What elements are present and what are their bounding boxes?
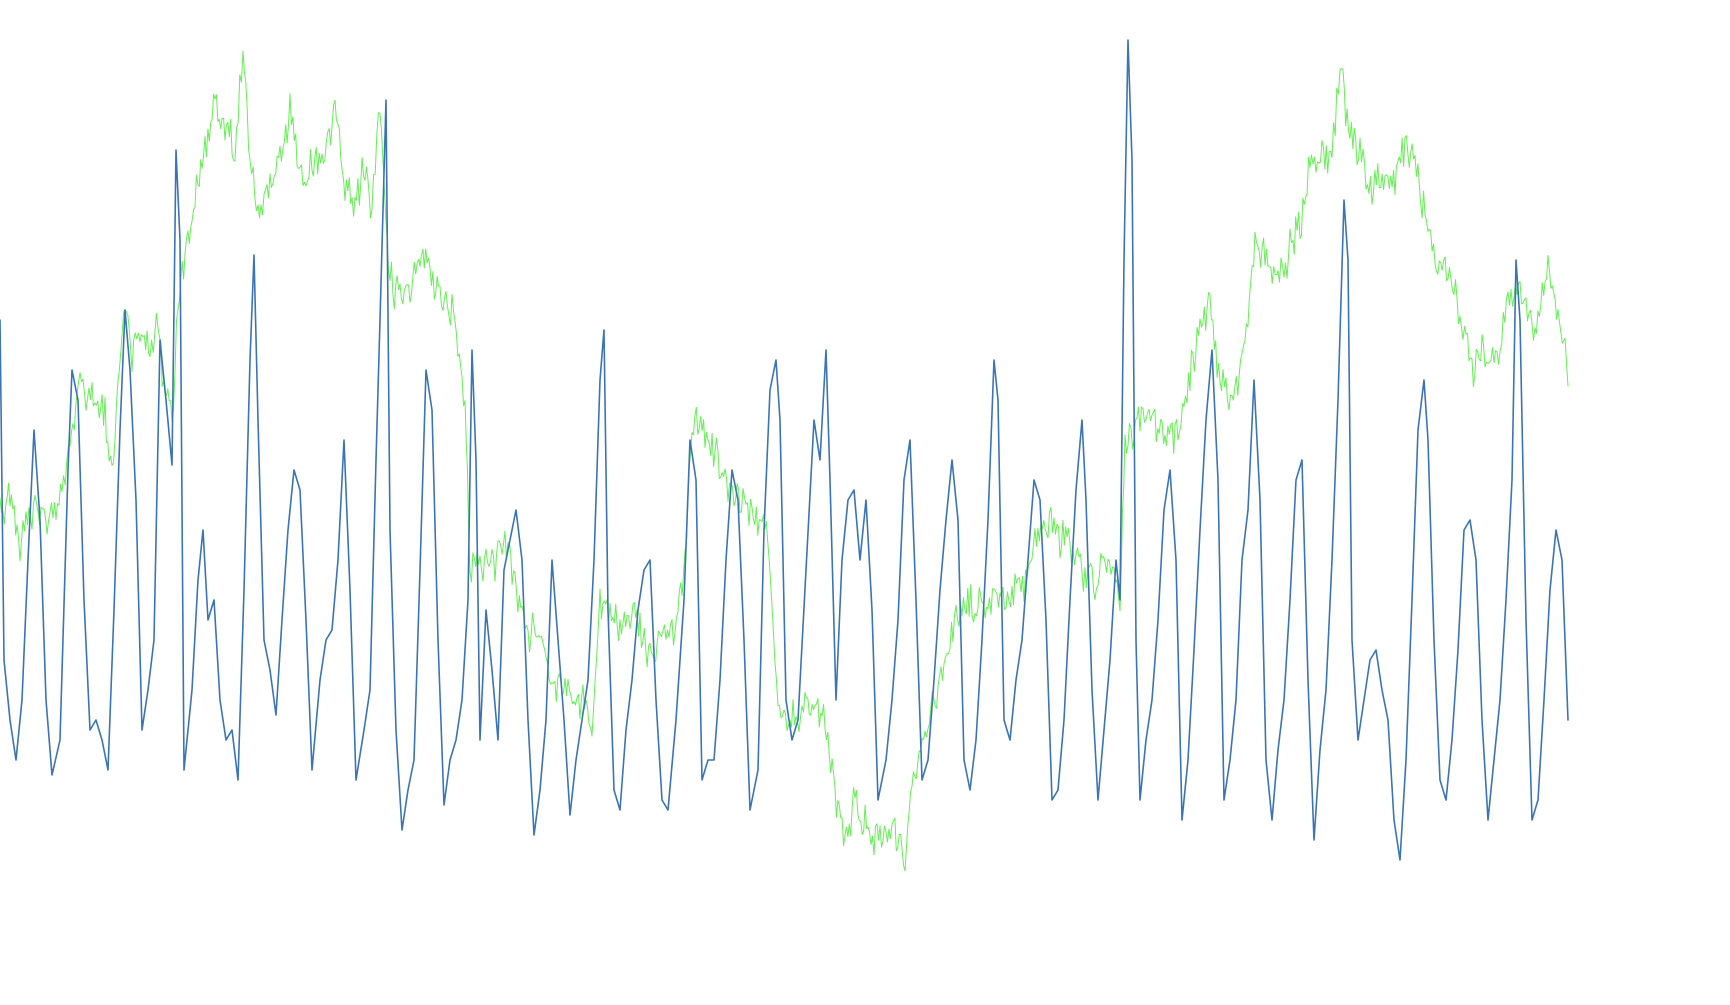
series-line-0: [0, 50, 1569, 872]
series-layer: [0, 39, 1569, 872]
series-line-1: [0, 39, 1569, 861]
